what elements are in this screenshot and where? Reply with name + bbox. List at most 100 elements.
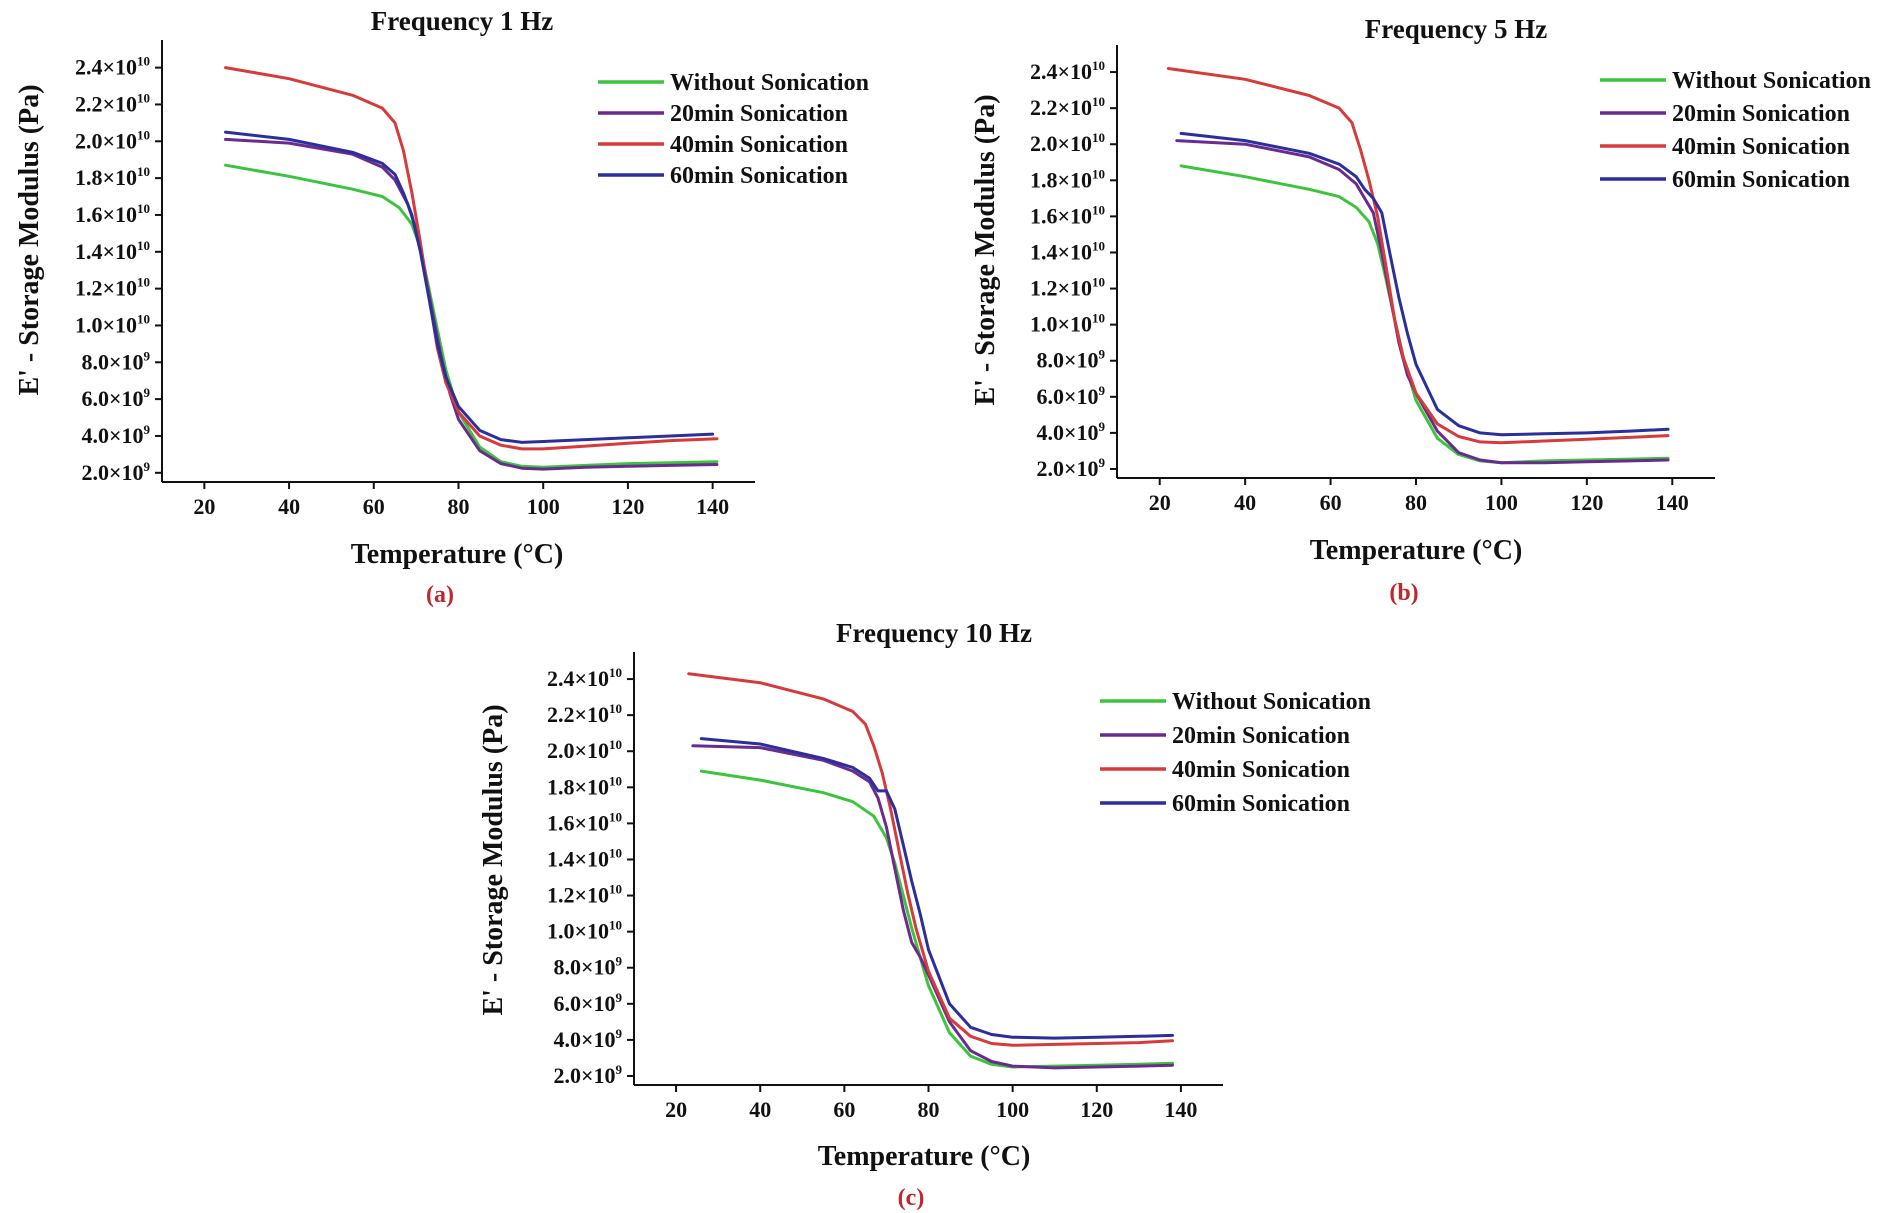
series-line-40min-sonication <box>687 672 1174 1047</box>
x-tick-label: 20 <box>193 494 215 519</box>
y-tick-exponent: 9 <box>616 990 623 1005</box>
y-tick-mantissa: 8.0×10 <box>81 349 143 374</box>
y-tick-mantissa: 2.2×10 <box>1030 95 1092 120</box>
y-tick-label: 2.0×1010 <box>1030 130 1105 156</box>
y-tick-exponent: 9 <box>144 422 151 437</box>
y-tick-exponent: 10 <box>137 164 150 179</box>
y-tick-label: 1.2×1010 <box>1030 275 1105 301</box>
y-tick-label: 2.0×1010 <box>75 127 150 153</box>
y-tick-label: 6.0×109 <box>1036 383 1105 409</box>
y-tick-label: 1.8×1010 <box>75 164 150 190</box>
x-axis-label: Temperature (°C) <box>1310 535 1523 566</box>
series-line-60min-sonication <box>699 737 1174 1040</box>
y-tick-mantissa: 1.8×10 <box>547 774 609 799</box>
x-tick-label: 80 <box>448 494 470 519</box>
x-tick-label: 120 <box>1570 490 1603 515</box>
legend-label: 60min Sonication <box>1672 167 1850 193</box>
y-axis-label: E' - Storage Modulus (Pa) <box>478 704 509 1015</box>
x-tick-label: 120 <box>1080 1097 1113 1122</box>
legend-label: Without Sonication <box>1172 689 1371 715</box>
y-tick-exponent: 9 <box>616 954 623 969</box>
y-tick-exponent: 10 <box>609 773 622 788</box>
series-line-without-sonication <box>699 769 1174 1069</box>
x-tick-label: 80 <box>918 1097 940 1122</box>
series-line-without-sonication <box>1179 164 1670 465</box>
y-tick-exponent: 10 <box>1092 311 1105 326</box>
x-axis-label: Temperature (°C) <box>351 539 564 570</box>
y-tick-label: 2.2×1010 <box>1030 94 1105 120</box>
x-tick-label: 60 <box>1320 490 1342 515</box>
y-tick-label: 2.4×1010 <box>1030 58 1105 84</box>
y-tick-mantissa: 1.2×10 <box>1030 276 1092 301</box>
legend-label: 40min Sonication <box>1172 757 1350 783</box>
x-tick-label: 140 <box>1656 490 1689 515</box>
chart-title: Frequency 1 Hz <box>371 6 553 36</box>
series-line-20min-sonication <box>691 744 1174 1070</box>
y-tick-exponent: 9 <box>1099 419 1106 434</box>
y-tick-exponent: 9 <box>144 348 151 363</box>
panel-label: (c) <box>898 1185 925 1211</box>
y-tick-label: 2.0×1010 <box>547 737 622 763</box>
x-tick-label: 140 <box>696 494 729 519</box>
y-tick-mantissa: 1.0×10 <box>75 312 137 337</box>
y-tick-label: 8.0×109 <box>81 348 150 374</box>
panel-label: (a) <box>426 582 454 608</box>
y-axis-label: E' - Storage Modulus (Pa) <box>970 94 1001 405</box>
y-tick-mantissa: 1.4×10 <box>1030 239 1092 264</box>
y-tick-mantissa: 4.0×10 <box>1036 420 1098 445</box>
x-tick-label: 40 <box>1234 490 1256 515</box>
y-tick-label: 1.6×1010 <box>75 201 150 227</box>
y-tick-label: 1.8×1010 <box>547 773 622 799</box>
chart-panel-a: Frequency 1 Hz Temperature (°C) E' - Sto… <box>14 6 869 608</box>
legend-label: 40min Sonication <box>670 132 848 158</box>
chart-panel-c: Frequency 10 Hz Temperature (°C) E' - St… <box>478 618 1371 1211</box>
y-tick-label: 1.8×1010 <box>1030 166 1105 192</box>
y-tick-label: 2.0×109 <box>81 459 150 485</box>
y-tick-mantissa: 2.4×10 <box>547 666 609 691</box>
x-tick-label: 80 <box>1405 490 1427 515</box>
chart-title: Frequency 5 Hz <box>1365 14 1547 44</box>
series-line-60min-sonication <box>1179 131 1670 437</box>
y-tick-label: 2.2×1010 <box>547 701 622 727</box>
y-tick-exponent: 10 <box>137 275 150 290</box>
x-tick-label: 20 <box>665 1097 687 1122</box>
chart-panel-b: Frequency 5 Hz Temperature (°C) E' - Sto… <box>970 14 1871 606</box>
y-tick-exponent: 10 <box>1092 130 1105 145</box>
y-tick-mantissa: 6.0×10 <box>81 386 143 411</box>
y-tick-label: 1.0×1010 <box>1030 311 1105 337</box>
panel-label: (b) <box>1389 580 1418 606</box>
legend-label: Without Sonication <box>670 70 869 96</box>
legend-label: 60min Sonication <box>670 163 848 189</box>
y-tick-exponent: 9 <box>616 1026 623 1041</box>
y-tick-exponent: 10 <box>1092 166 1105 181</box>
x-tick-label: 100 <box>996 1097 1029 1122</box>
y-tick-label: 8.0×109 <box>553 954 622 980</box>
y-tick-label: 4.0×109 <box>553 1026 622 1052</box>
y-tick-mantissa: 2.0×10 <box>1036 456 1098 481</box>
y-tick-label: 1.4×1010 <box>75 238 150 264</box>
y-tick-exponent: 10 <box>1092 202 1105 217</box>
y-tick-mantissa: 1.4×10 <box>547 846 609 871</box>
y-tick-mantissa: 1.6×10 <box>1030 203 1092 228</box>
plot-area: 20 40 60 80 100 120 1402.0×1094.0×1096.0×1098.… <box>1030 45 1871 515</box>
y-tick-exponent: 9 <box>1099 347 1106 362</box>
legend: Without Sonication 20min Sonication 40min … <box>1100 689 1371 817</box>
legend-label: 20min Sonication <box>1172 723 1350 749</box>
y-tick-label: 6.0×109 <box>81 385 150 411</box>
y-tick-mantissa: 2.0×10 <box>1030 131 1092 156</box>
y-tick-mantissa: 2.0×10 <box>75 128 137 153</box>
y-tick-mantissa: 1.6×10 <box>75 202 137 227</box>
y-tick-exponent: 10 <box>1092 275 1105 290</box>
series-line-40min-sonication <box>224 66 719 451</box>
y-tick-exponent: 9 <box>144 385 151 400</box>
y-tick-label: 1.4×1010 <box>1030 238 1105 264</box>
y-tick-label: 2.4×1010 <box>547 665 622 691</box>
y-tick-exponent: 10 <box>609 845 622 860</box>
x-tick-label: 40 <box>749 1097 771 1122</box>
y-tick-mantissa: 6.0×10 <box>553 991 615 1016</box>
y-tick-exponent: 10 <box>609 882 622 897</box>
y-tick-label: 1.6×1010 <box>1030 202 1105 228</box>
y-tick-exponent: 10 <box>609 665 622 680</box>
y-tick-exponent: 10 <box>137 90 150 105</box>
